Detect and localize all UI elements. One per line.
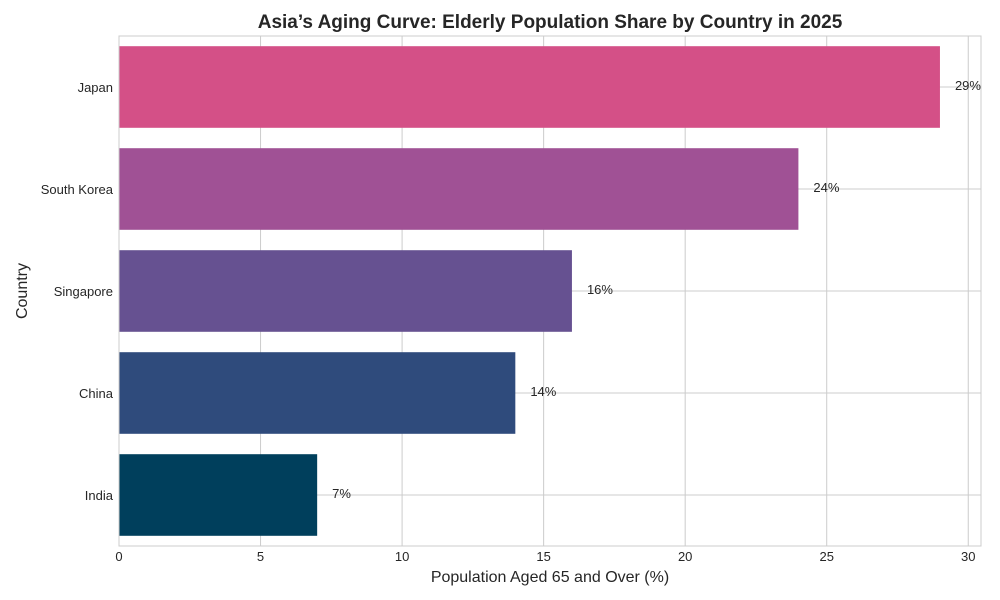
x-axis-label: Population Aged 65 and Over (%) bbox=[431, 569, 669, 586]
data-label: 14% bbox=[530, 384, 556, 399]
y-tick-label: Japan bbox=[78, 80, 113, 95]
x-tick-label: 0 bbox=[115, 549, 122, 564]
x-tick-label: 25 bbox=[819, 549, 833, 564]
x-ticks: 0 5 10 15 20 25 30 bbox=[115, 549, 975, 564]
data-label: 16% bbox=[587, 282, 613, 297]
plot-frame bbox=[118, 35, 982, 547]
bar-singapore bbox=[119, 250, 572, 332]
y-tick-label: Singapore bbox=[54, 284, 113, 299]
y-tick-label: India bbox=[85, 488, 114, 503]
chart-title: Asia’s Aging Curve: Elderly Population S… bbox=[258, 12, 843, 33]
y-tick-label: China bbox=[79, 386, 114, 401]
x-tick-label: 30 bbox=[961, 549, 975, 564]
x-tick-label: 20 bbox=[678, 549, 692, 564]
bar-japan bbox=[119, 46, 940, 128]
x-tick-label: 10 bbox=[395, 549, 409, 564]
data-labels: 29% 24% 16% 14% 7% bbox=[332, 78, 981, 501]
data-label: 24% bbox=[813, 180, 839, 195]
bar-south-korea bbox=[119, 148, 799, 230]
bars bbox=[119, 46, 940, 536]
x-tick-label: 15 bbox=[536, 549, 550, 564]
data-label: 29% bbox=[955, 78, 981, 93]
data-label: 7% bbox=[332, 486, 351, 501]
y-axis-label: Country bbox=[14, 263, 31, 319]
y-ticks: Japan South Korea Singapore China India bbox=[41, 80, 114, 503]
x-tick-label: 5 bbox=[257, 549, 264, 564]
bar-china bbox=[119, 352, 516, 434]
y-tick-label: South Korea bbox=[41, 182, 114, 197]
bar-india bbox=[119, 454, 318, 536]
